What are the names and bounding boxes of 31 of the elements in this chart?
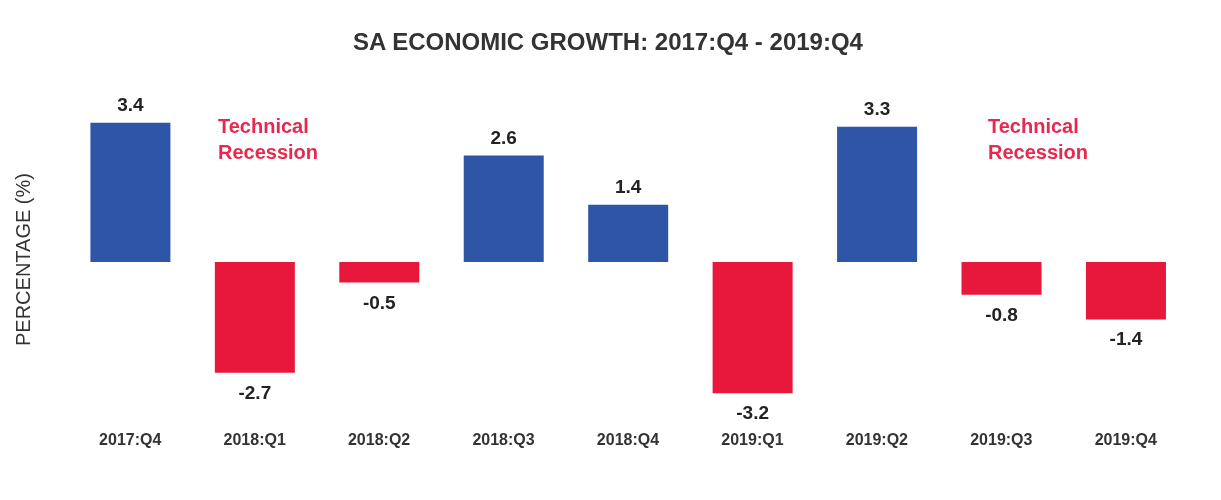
bar	[463, 155, 544, 263]
data-label: 3.4	[117, 93, 145, 115]
x-tick-label: 2017:Q4	[99, 431, 162, 449]
annotation: Technical Recession	[988, 114, 1090, 165]
bar	[837, 126, 918, 263]
data-label: -2.7	[238, 381, 272, 403]
bar	[588, 204, 669, 263]
bar	[712, 262, 793, 394]
bar	[90, 122, 171, 263]
x-tick-label: 2019:Q2	[845, 431, 909, 449]
bar	[961, 262, 1042, 295]
data-label: -1.4	[1109, 328, 1143, 350]
y-axis-title: PERCENTAGE (%)	[12, 173, 35, 346]
chart-title: SA ECONOMIC GROWTH: 2017:Q4 - 2019:Q4	[352, 27, 864, 56]
data-label: 2.6	[490, 126, 517, 148]
bar	[1085, 262, 1166, 320]
data-label: -3.2	[736, 402, 769, 424]
x-tick-label: 2019:Q3	[970, 431, 1033, 449]
annotation: Technical Recession	[218, 114, 320, 165]
x-tick-label: 2019:Q1	[721, 431, 784, 449]
x-tick-label: 2018:Q2	[347, 431, 411, 449]
x-tick-label: 2018:Q3	[472, 431, 535, 449]
x-tick-label: 2018:Q1	[223, 431, 286, 449]
data-label: 1.4	[614, 175, 642, 197]
x-tick-label: 2019:Q4	[1094, 431, 1158, 449]
x-tick-label: 2018:Q4	[596, 431, 660, 449]
data-label: 3.3	[863, 97, 891, 119]
bar	[339, 262, 420, 283]
data-label: -0.5	[362, 291, 397, 313]
data-label: -0.8	[985, 303, 1018, 325]
bar	[214, 262, 295, 373]
